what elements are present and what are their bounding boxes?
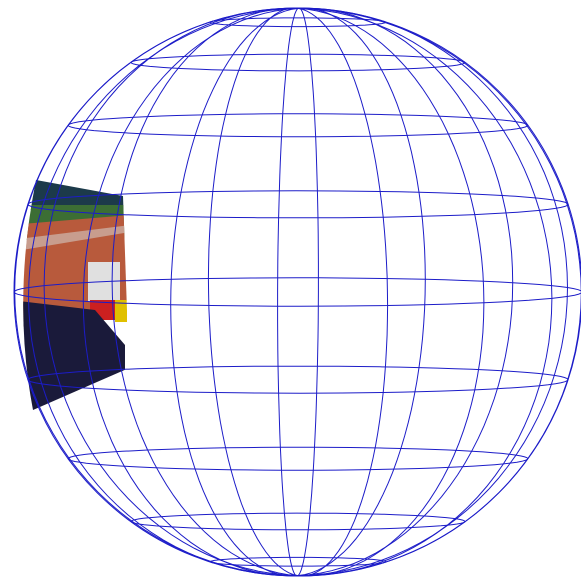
parallel-line: [209, 556, 387, 567]
sphere-outline: [13, 7, 581, 577]
parallel-line: [27, 365, 569, 394]
parallel-line: [130, 512, 466, 531]
parallel-line: [130, 53, 466, 72]
meridian-line: [297, 7, 514, 577]
patch-yellow-board: [115, 300, 127, 322]
meridian-line: [297, 7, 426, 577]
patch-sky: [23, 180, 130, 210]
meridian-line: [170, 7, 299, 577]
parallel-line: [13, 277, 581, 307]
parallel-line: [67, 446, 529, 471]
patch-lane-lines: [23, 225, 130, 252]
parallel-line: [27, 190, 569, 219]
meridian-line: [297, 7, 569, 577]
parallel-line: [209, 17, 387, 28]
meridian-line: [277, 8, 299, 577]
parallel-line: [67, 113, 529, 138]
wire-grid: [13, 7, 581, 577]
meridian-line: [297, 7, 319, 576]
meridian-line: [297, 7, 581, 577]
